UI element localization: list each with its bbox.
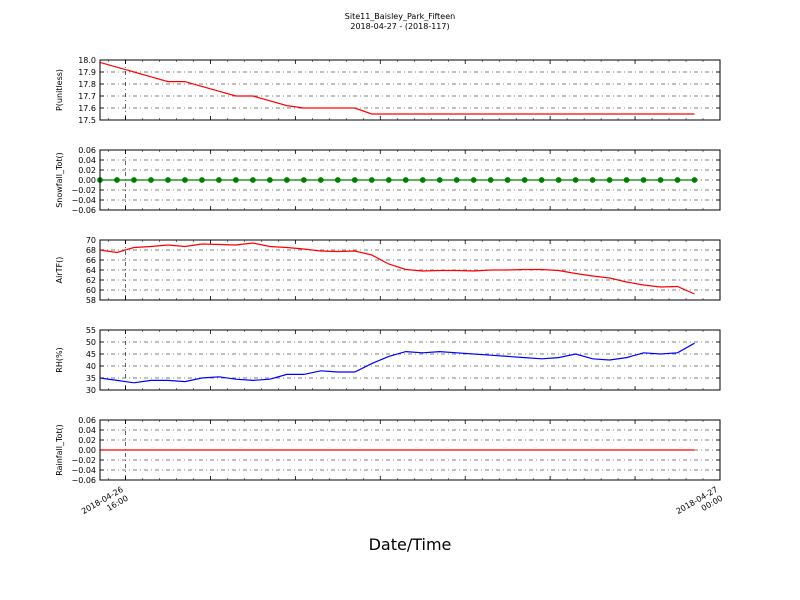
data-point [351, 177, 358, 183]
data-point [555, 177, 562, 183]
series-line [100, 242, 695, 295]
ytick-label: 0.02 [78, 436, 96, 445]
data-point [131, 177, 137, 183]
axes-frame [99, 329, 721, 391]
x-tick-labels: 2018-04-2616:00 2018-04-2700:00 [80, 485, 724, 525]
ytick-label: 64 [86, 266, 96, 275]
data-point [165, 177, 171, 183]
y-axis-label: P(unitless) [55, 69, 64, 111]
data-point [589, 177, 596, 183]
data-point [521, 177, 528, 183]
data-point [572, 177, 579, 183]
data-point [436, 177, 443, 183]
ytick-label: 0.00 [78, 176, 96, 185]
data-point [470, 177, 477, 183]
ytick-label: 0.00 [78, 446, 96, 455]
data-point [283, 177, 290, 183]
subplots: 17.5 17.6 17.7 17.8 17.9 18.0 P(unitless) −0.06… [55, 56, 721, 485]
ytick-label: 50 [86, 338, 96, 347]
xtick-label: 2018-04-2700:00 [674, 485, 724, 525]
data-point [249, 177, 256, 183]
ytick-label: −0.04 [71, 466, 96, 475]
ytick-label: −0.06 [71, 206, 96, 215]
data-point [182, 177, 188, 183]
figure-title-line2: 2018-04-27 - (2018-117) [350, 22, 449, 31]
ytick-label: 0.06 [78, 416, 96, 425]
data-point [538, 177, 545, 183]
ytick-label: 35 [86, 374, 96, 383]
ytick-label: 40 [86, 362, 96, 371]
y-axis-label: AirTF() [55, 257, 64, 284]
subplot-1: 17.5 17.6 17.7 17.8 17.9 18.0 P(unitless) [55, 56, 721, 125]
axes-frame [99, 59, 721, 121]
data-point [657, 177, 664, 183]
ytick-label: 62 [86, 276, 96, 285]
ytick-label: 30 [86, 386, 96, 395]
y-axis-label: Snowfall_Tot() [55, 152, 64, 208]
ytick-label: 18.0 [78, 56, 96, 65]
ytick-label: −0.02 [71, 186, 96, 195]
x-axis-label: Date/Time [369, 535, 452, 554]
data-point [453, 177, 460, 183]
ytick-label: −0.04 [71, 196, 96, 205]
y-axis-label: RH(%) [55, 347, 64, 372]
subplot-2: −0.06−0.04−0.020.000.020.040.06 Snowfall_… [55, 146, 721, 215]
ytick-label: 68 [86, 246, 96, 255]
xtick-label: 2018-04-2616:00 [80, 485, 130, 525]
ytick-label: 17.9 [78, 68, 96, 77]
data-point [385, 177, 392, 183]
data-point [232, 177, 239, 183]
data-point [606, 177, 613, 183]
data-point [691, 177, 698, 183]
y-axis-label: Rainfall_Tot() [55, 424, 64, 476]
data-point [266, 177, 273, 183]
data-point [334, 177, 341, 183]
ytick-label: 0.04 [78, 426, 96, 435]
data-point [640, 177, 647, 183]
ytick-label: 70 [86, 236, 96, 245]
ytick-label: 60 [86, 286, 96, 295]
ytick-label: 17.7 [78, 92, 96, 101]
ytick-label: 58 [86, 296, 96, 305]
axes-frame [99, 419, 721, 481]
subplot-4: 30 35 40 45 50 55 RH(%) [55, 326, 721, 395]
series-line [100, 342, 695, 384]
data-point [114, 177, 120, 183]
data-point [419, 177, 426, 183]
ytick-label: −0.06 [71, 476, 96, 485]
ytick-label: 0.02 [78, 166, 96, 175]
ytick-label: 0.06 [78, 146, 96, 155]
data-point [216, 177, 222, 183]
data-point [199, 177, 205, 183]
ytick-label: 55 [86, 326, 96, 335]
data-point [487, 177, 494, 183]
ytick-label: −0.02 [71, 456, 96, 465]
axes-frame [99, 239, 721, 301]
data-point [368, 177, 375, 183]
figure-title-line1: Site11_Baisley_Park_Fifteen [345, 12, 455, 21]
ytick-label: 45 [86, 350, 96, 359]
axes-frame [99, 149, 721, 211]
ytick-label: 17.5 [78, 116, 96, 125]
data-point [623, 177, 630, 183]
data-point [504, 177, 511, 183]
subplot-5: −0.06−0.04−0.020.000.020.040.06 Rainfall_… [55, 416, 721, 485]
data-point [300, 177, 307, 183]
data-point [402, 177, 409, 183]
ytick-label: 17.6 [78, 104, 96, 113]
data-point [317, 177, 324, 183]
data-point [148, 177, 154, 183]
ytick-label: 0.04 [78, 156, 96, 165]
ytick-label: 17.8 [78, 80, 96, 89]
series-line [100, 61, 695, 115]
data-point [674, 177, 681, 183]
ytick-label: 66 [86, 256, 96, 265]
